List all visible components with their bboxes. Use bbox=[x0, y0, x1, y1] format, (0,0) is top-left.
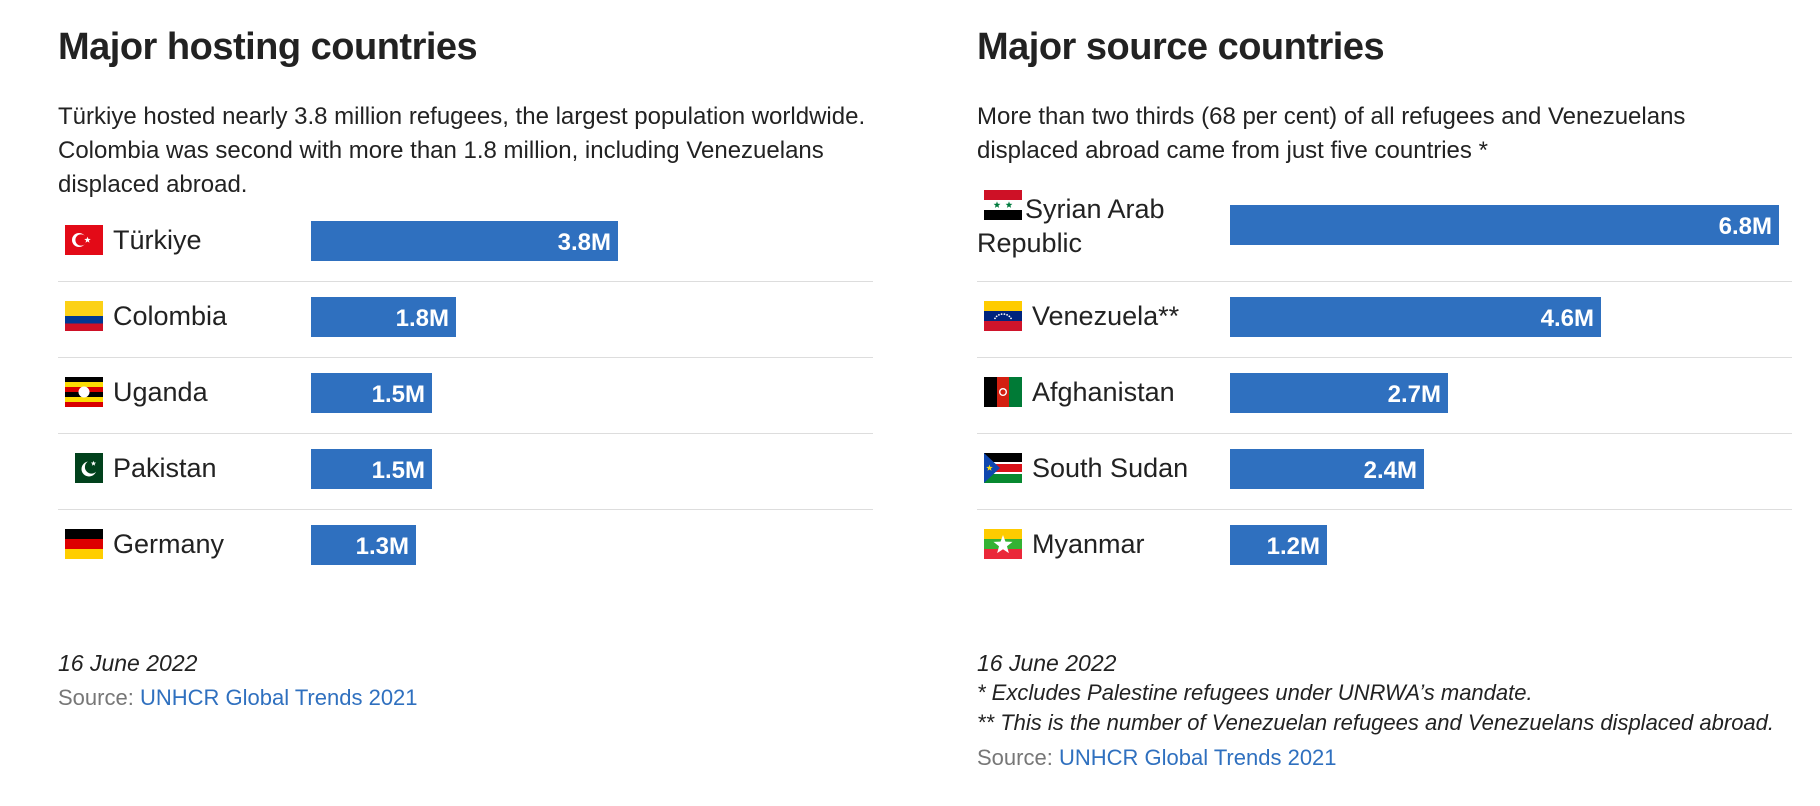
chart-description: More than two thirds (68 per cent) of al… bbox=[977, 103, 1686, 164]
chart-title: Major source countries bbox=[977, 26, 1385, 68]
turkey-flag-icon bbox=[65, 225, 103, 255]
country-label: Germany bbox=[113, 529, 225, 559]
bar-value-label: 1.2M bbox=[1266, 533, 1320, 560]
bar: 1.5M bbox=[311, 373, 432, 413]
footnote: ** This is the number of Venezuelan refu… bbox=[977, 710, 1775, 735]
publish-date: 16 June 2022 bbox=[58, 650, 198, 676]
myanmar-flag-icon bbox=[984, 529, 1022, 559]
south-sudan-flag-icon bbox=[984, 453, 1022, 483]
bar-row: Germany 1.3M bbox=[58, 509, 873, 585]
country-label: Myanmar bbox=[1032, 529, 1145, 559]
bar: 4.6M bbox=[1230, 297, 1601, 337]
country-label: Afghanistan bbox=[1032, 377, 1175, 407]
bar-value-label: 1.3M bbox=[355, 533, 409, 560]
colombia-flag-icon bbox=[65, 301, 103, 331]
afghanistan-flag-icon bbox=[984, 377, 1022, 407]
uganda-flag-icon bbox=[65, 377, 103, 407]
venezuela-flag-icon bbox=[984, 301, 1022, 331]
source-link[interactable]: UNHCR Global Trends 2021 bbox=[1058, 745, 1337, 770]
bar: 2.7M bbox=[1230, 373, 1448, 413]
bar-value-label: 2.7M bbox=[1387, 381, 1441, 408]
country-label: Pakistan bbox=[113, 453, 217, 483]
bar: 3.8M bbox=[311, 221, 618, 261]
bar-row: Afghanistan 2.7M bbox=[977, 357, 1792, 434]
source-line: Source: UNHCR Global Trends 2021 bbox=[58, 680, 873, 716]
bar-value-label: 2.4M bbox=[1363, 457, 1417, 484]
chart-footer: 16 June 2022 * Excludes Palestine refuge… bbox=[977, 648, 1792, 776]
bar: 1.2M bbox=[1230, 525, 1327, 565]
country-label: Türkiye bbox=[113, 225, 202, 255]
bar: 1.3M bbox=[311, 525, 416, 565]
bar-value-label: 1.8M bbox=[395, 305, 449, 332]
source-label: Source: bbox=[977, 745, 1053, 770]
bar-row: Venezuela** 4.6M bbox=[977, 281, 1792, 358]
bar-value-label: 1.5M bbox=[371, 381, 425, 408]
footnote: * Excludes Palestine refugees under UNRW… bbox=[977, 680, 1533, 705]
bar-value-label: 3.8M bbox=[557, 229, 611, 256]
bar-row: Myanmar 1.2M bbox=[977, 509, 1792, 585]
germany-flag-icon bbox=[65, 529, 103, 559]
chart-description: Türkiye hosted nearly 3.8 million refuge… bbox=[58, 103, 866, 198]
bar: 1.8M bbox=[311, 297, 456, 337]
bar-row: Colombia 1.8M bbox=[58, 281, 873, 358]
publish-date: 16 June 2022 bbox=[977, 650, 1117, 676]
source-link[interactable]: UNHCR Global Trends 2021 bbox=[139, 685, 418, 710]
syria-flag-icon bbox=[984, 190, 1022, 220]
country-label: Uganda bbox=[113, 377, 208, 407]
bar-row: Syrian Arab Republic 6.8M bbox=[977, 190, 1792, 282]
bar-row: Pakistan 1.5M bbox=[58, 433, 873, 510]
bar: 6.8M bbox=[1230, 205, 1779, 245]
pakistan-flag-icon bbox=[65, 453, 103, 483]
source-label: Source: bbox=[58, 685, 134, 710]
source-line: Source: UNHCR Global Trends 2021 bbox=[977, 740, 1792, 776]
country-label: South Sudan bbox=[1032, 453, 1189, 483]
bar-row: Türkiye 3.8M bbox=[58, 205, 873, 282]
bar: 1.5M bbox=[311, 449, 432, 489]
bar: 2.4M bbox=[1230, 449, 1424, 489]
country-label: Syrian Arab Republic bbox=[977, 194, 1165, 258]
bar-row: South Sudan 2.4M bbox=[977, 433, 1792, 510]
bar-value-label: 1.5M bbox=[371, 457, 425, 484]
bar-value-label: 4.6M bbox=[1540, 305, 1594, 332]
bar-row: Uganda 1.5M bbox=[58, 357, 873, 434]
chart-title: Major hosting countries bbox=[58, 26, 478, 68]
chart-footer: 16 June 2022 Source: UNHCR Global Trends… bbox=[58, 648, 873, 716]
country-label: Venezuela** bbox=[1032, 301, 1180, 331]
bar-value-label: 6.8M bbox=[1718, 213, 1772, 240]
country-label: Colombia bbox=[113, 301, 228, 331]
